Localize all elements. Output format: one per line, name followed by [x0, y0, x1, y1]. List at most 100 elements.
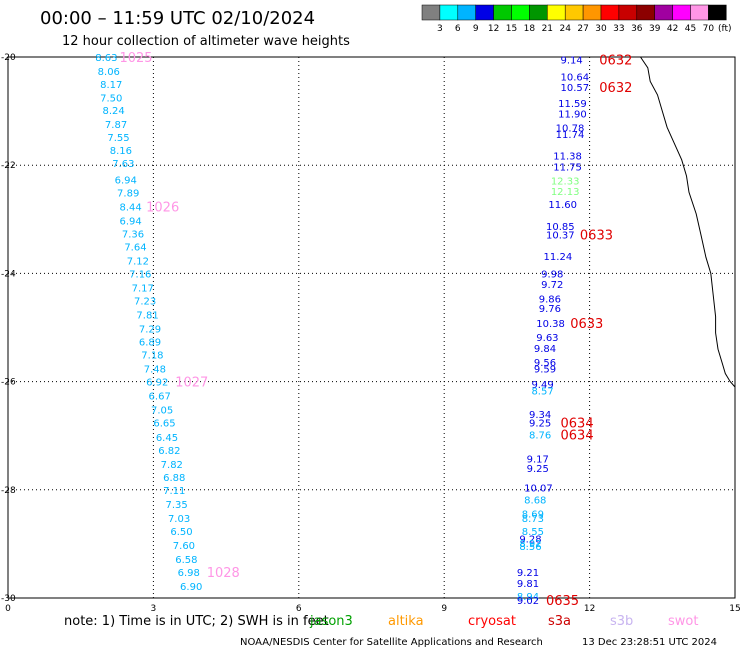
wave-height-label: 9.17: [527, 454, 549, 465]
pass-time-label: 0634: [561, 429, 594, 444]
chart-subtitle: 12 hour collection of altimeter wave hei…: [62, 34, 350, 49]
wave-height-label: 7.23: [134, 296, 156, 307]
axis-ticks: 0 3 6 9 12 15 -20 -22 -24 -26 -28 -30: [1, 53, 740, 614]
wave-height-label: 10.07: [524, 484, 553, 495]
color-swatch: [564, 4, 584, 21]
wave-height-label: 11.74: [556, 130, 585, 141]
color-swatch: [582, 4, 602, 21]
wave-height-label: 7.63: [112, 159, 134, 170]
wave-height-label: 9.34: [529, 410, 551, 421]
color-scale-label: 15: [506, 24, 517, 34]
pass-time-label: 1026: [146, 200, 179, 215]
color-scale-legend: 3 6 9 12 15 18 21 24 27 30 33 36 39 42 45 70 (ft): [421, 4, 732, 34]
y-tick-label: -30: [1, 594, 16, 604]
plot-grid: [7, 56, 736, 599]
wave-height-label: 10.64: [561, 72, 590, 83]
wave-height-label: 8.55: [522, 527, 544, 538]
x-tick-label: 6: [296, 604, 302, 614]
wave-height-label: 10.78: [556, 123, 585, 134]
wave-height-label: 7.29: [139, 325, 161, 336]
color-scale-label: 33: [613, 24, 624, 34]
pass-time-label: 0632: [599, 54, 632, 69]
y-tick-label: -20: [1, 53, 16, 63]
pass-time-label: 0635: [546, 594, 579, 609]
wave-height-label: 8.24: [103, 106, 125, 117]
wave-height-label: 6.45: [156, 433, 178, 444]
pass-time-label: 0632: [599, 81, 632, 96]
wave-height-label: 9.02: [517, 596, 539, 607]
wave-height-label: 12.13: [551, 187, 580, 198]
color-scale-label: 30: [595, 24, 607, 34]
wave-height-label: 6.67: [149, 392, 171, 403]
wave-height-label: 11.24: [544, 252, 573, 263]
wave-height-label: 6.82: [158, 446, 180, 457]
wave-height-label: 9.72: [541, 280, 563, 291]
wave-height-label: 6.89: [139, 338, 161, 349]
wave-height-label: 6.94: [119, 216, 141, 227]
wave-height-label: 11.90: [558, 109, 587, 120]
wave-height-label: 7.81: [136, 311, 158, 322]
wave-height-label: 10.85: [546, 222, 575, 233]
satellite-legend: jason3 altika cryosat s3a s3b swot: [309, 614, 698, 629]
wave-height-label: 9.84: [534, 344, 556, 355]
color-swatch: [529, 4, 548, 21]
satellite-label: s3a: [548, 614, 571, 629]
y-tick-label: -24: [1, 269, 16, 279]
satellite-label: jason3: [309, 614, 353, 629]
x-tick-label: 3: [151, 604, 157, 614]
wave-height-label: 8.57: [531, 386, 553, 397]
color-scale-label: 45: [685, 24, 696, 34]
color-scale-label: 18: [524, 24, 536, 34]
color-swatch: [654, 4, 673, 21]
wave-height-label: 7.87: [105, 120, 127, 131]
coastline-path: [640, 56, 736, 388]
wave-height-label: 7.17: [132, 283, 154, 294]
color-swatch: [439, 4, 459, 21]
x-tick-label: 12: [584, 604, 595, 614]
wave-height-label: 9.81: [517, 579, 539, 590]
color-swatch: [672, 4, 691, 21]
wave-height-label: 9.63: [536, 333, 558, 344]
pass-time-label: 0634: [561, 417, 594, 432]
x-tick-label: 15: [729, 604, 740, 614]
pass-time-label: 0633: [570, 317, 603, 332]
color-swatch: [690, 4, 709, 21]
satellite-label: altika: [388, 614, 424, 629]
color-scale-label: 27: [577, 24, 588, 34]
wave-height-label: 7.60: [173, 541, 195, 552]
wave-height-label: 7.12: [127, 256, 149, 267]
wave-height-label: 9.25: [527, 464, 549, 475]
wave-height-label: 11.59: [558, 99, 587, 110]
wave-height-label: 11.38: [553, 151, 582, 162]
data-points: 8.63 8.06 8.17 7.508.24 7.87 7.55 8.16 7.63 6.94…: [95, 53, 589, 607]
footer-note: note: 1) Time is in UTC; 2) SWH is in fe…: [64, 614, 329, 629]
y-tick-label: -22: [1, 161, 16, 171]
pass-time-label: 1025: [119, 51, 152, 66]
color-scale-label: 42: [667, 24, 678, 34]
wave-height-label: 9.98: [541, 269, 563, 280]
x-tick-label: 9: [441, 604, 447, 614]
wave-height-label: 6.88: [163, 473, 185, 484]
wave-height-label: 8.16: [110, 146, 132, 157]
color-scale-label: 6: [455, 24, 461, 34]
wave-height-label: 7.55: [107, 133, 129, 144]
pass-time-label: 1028: [207, 566, 240, 581]
color-swatch: [547, 4, 566, 21]
wave-height-label: 8.68: [524, 496, 546, 507]
wave-height-label: 7.18: [141, 351, 163, 362]
wave-height-label: 10.57: [561, 83, 590, 94]
satellite-label: s3b: [610, 614, 633, 629]
wave-height-label: 9.59: [534, 365, 556, 376]
wave-height-label: 12.33: [551, 176, 580, 187]
wave-height-label: 8.63: [95, 53, 117, 64]
chart-title: 00:00 – 11:59 UTC 02/10/2024: [40, 8, 315, 29]
credit-text: NOAA/NESDIS Center for Satellite Applica…: [240, 637, 543, 648]
color-swatch: [636, 4, 655, 21]
wave-height-label: 7.64: [124, 242, 146, 253]
wave-height-label: 8.17: [100, 80, 122, 91]
color-swatch: [708, 4, 727, 21]
wave-height-label: 9.56: [534, 358, 556, 369]
wave-height-label: 10.38: [536, 319, 565, 330]
satellite-label: cryosat: [468, 614, 516, 629]
